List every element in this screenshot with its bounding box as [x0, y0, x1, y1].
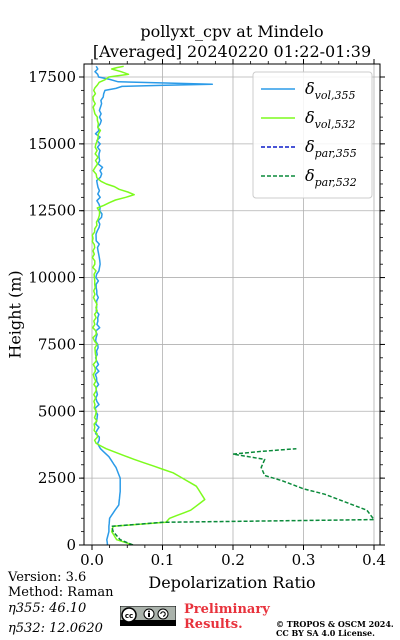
y-tick-label: 10000 — [28, 269, 76, 287]
y-tick-label: 17500 — [28, 68, 76, 86]
series-line--vol-355 — [94, 65, 214, 545]
legend-label--vol-532: δvol,532 — [305, 108, 356, 131]
x-tick-label: 0.1 — [151, 551, 175, 569]
cc-by-sa-logo: cc — [120, 606, 176, 626]
x-tick-label: 0.3 — [292, 551, 316, 569]
preliminary-notice: Preliminary Results. — [184, 602, 270, 632]
preliminary-line1: Preliminary — [184, 602, 270, 617]
series-line--vol-532 — [91, 65, 206, 545]
grid — [84, 64, 380, 546]
copyright-line1: © TROPOS & OSCM 2024. — [276, 619, 394, 629]
y-axis-label: Height (m) — [5, 270, 25, 359]
x-axis-label: Depolarization Ratio — [148, 573, 316, 592]
series-line--par-532 — [110, 447, 375, 545]
preliminary-line2: Results. — [184, 617, 243, 632]
axis-ticks: 0.0 0.1 0.2 0.3 0.4 0 2500 5000 7500 10000 12500 15… — [28, 59, 386, 569]
x-tick-label: 0.4 — [362, 551, 386, 569]
method-text: Method: Raman — [8, 585, 114, 600]
legend-label--vol-355: δvol,355 — [305, 79, 356, 102]
x-tick-label: 0.0 — [80, 551, 104, 569]
legend-label--par-532: δpar,532 — [305, 166, 357, 189]
chart-subtitle: [Averaged] 20240220 01:22-01:39 — [92, 42, 372, 61]
y-tick-label: 15000 — [28, 135, 76, 153]
eta355-text: η355: 46.10 — [8, 601, 87, 616]
copyright-line2: CC BY SA 4.0 License. — [276, 628, 375, 638]
legend: δvol,355 δvol,532 δpar,355 δpar,532 — [252, 71, 373, 199]
eta532-text: η532: 12.0620 — [8, 621, 103, 636]
y-tick-label: 7500 — [38, 335, 76, 353]
y-tick-label: 5000 — [38, 402, 76, 420]
y-tick-label: 0 — [66, 536, 76, 554]
y-tick-label: 2500 — [38, 469, 76, 487]
chart-title: pollyxt_cpv at Mindelo — [140, 22, 324, 41]
svg-text:cc: cc — [125, 612, 133, 620]
copyright-notice: © TROPOS & OSCM 2024. CC BY SA 4.0 Licen… — [276, 620, 394, 638]
x-tick-label: 0.2 — [221, 551, 245, 569]
y-tick-label: 12500 — [28, 202, 76, 220]
series-lines — [91, 65, 375, 545]
legend-box — [252, 71, 373, 199]
version-text: Version: 3.6 — [8, 570, 87, 585]
legend-label--par-355: δpar,355 — [305, 137, 357, 160]
